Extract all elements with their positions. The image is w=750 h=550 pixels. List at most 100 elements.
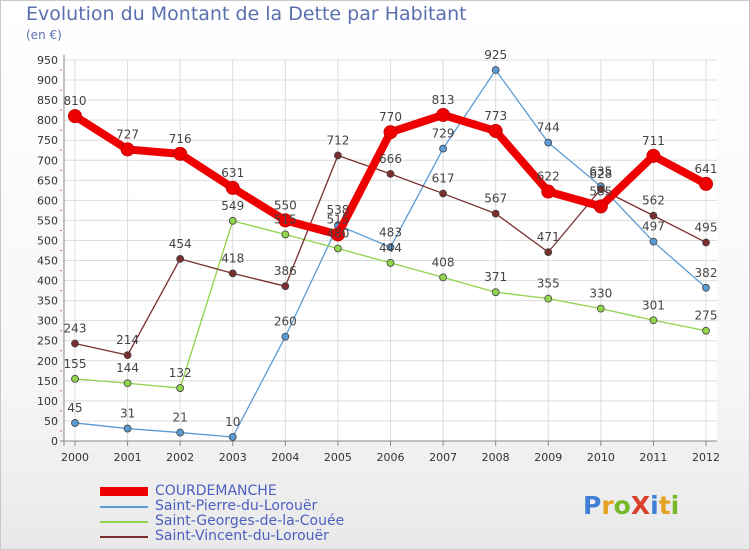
data-label: 418 — [221, 251, 244, 265]
proxiti-logo: ProXiti — [583, 491, 679, 520]
data-point — [541, 184, 556, 199]
data-point — [386, 243, 395, 252]
data-label: 666 — [379, 152, 402, 166]
data-point — [278, 213, 293, 228]
data-label: 549 — [221, 199, 244, 213]
data-point — [436, 107, 451, 122]
data-point — [439, 144, 447, 153]
data-point — [646, 148, 661, 163]
data-label: 813 — [432, 93, 455, 107]
data-point — [593, 199, 608, 214]
x-tick-label: 2002 — [166, 451, 194, 464]
x-tick-label: 2010 — [587, 451, 615, 464]
data-point — [173, 146, 188, 161]
data-label: 132 — [169, 366, 192, 380]
x-tick-label: 2008 — [482, 451, 510, 464]
data-label: 260 — [274, 315, 297, 329]
data-point — [649, 211, 658, 220]
legend-swatch — [100, 505, 148, 508]
data-point — [71, 339, 79, 348]
data-point — [71, 374, 79, 383]
data-point — [228, 269, 237, 278]
data-point — [702, 326, 710, 335]
data-point — [596, 304, 605, 313]
data-label: 454 — [169, 237, 192, 251]
legend-label: Saint-Georges-de-la-Couée — [155, 513, 345, 529]
data-label: 628 — [589, 167, 612, 181]
data-point — [649, 237, 658, 246]
legend-swatch — [100, 520, 148, 523]
data-point — [491, 209, 500, 218]
data-label: 483 — [379, 225, 402, 239]
legend-item: Saint-Vincent-du-Lorouër — [100, 529, 344, 544]
data-point — [228, 433, 237, 441]
data-label: 585 — [589, 184, 612, 198]
series-group — [68, 66, 713, 441]
legend: COURDEMANCHE Saint-Pierre-du-Lorouër Saint… — [100, 484, 344, 544]
data-label: 617 — [432, 172, 455, 186]
data-point — [225, 180, 240, 195]
data-label: 21 — [173, 411, 188, 425]
x-tick-label: 2011 — [639, 451, 667, 464]
y-tick-label: 200 — [37, 355, 58, 368]
data-label: 330 — [589, 287, 612, 301]
x-tick-label: 2001 — [114, 451, 142, 464]
data-label: 773 — [484, 109, 507, 123]
y-tick-label: 600 — [37, 194, 58, 207]
data-point — [71, 419, 79, 427]
x-tick-label: 2003 — [219, 451, 247, 464]
logo-letter: P — [583, 491, 602, 520]
data-label: 770 — [379, 110, 402, 124]
data-label: 515 — [274, 212, 297, 226]
data-label: 810 — [64, 94, 87, 108]
y-tick-label: 550 — [37, 214, 58, 227]
logo-letter: t — [658, 491, 671, 520]
data-point — [544, 294, 553, 303]
data-label: 925 — [484, 48, 507, 62]
data-label: 275 — [695, 309, 718, 323]
data-label: 45 — [67, 401, 82, 415]
y-tick-label: 0 — [51, 435, 58, 448]
data-label: 562 — [642, 194, 665, 208]
y-tick-label: 700 — [37, 154, 58, 167]
data-point — [491, 66, 500, 74]
data-label: 712 — [326, 133, 349, 147]
legend-item: Saint-Pierre-du-Lorouër — [100, 499, 344, 514]
data-point — [68, 109, 82, 124]
legend-swatch — [100, 535, 148, 538]
y-tick-label: 500 — [37, 234, 58, 247]
y-tick-label: 150 — [37, 375, 58, 388]
y-tick-label: 350 — [37, 295, 58, 308]
data-point — [123, 424, 132, 433]
y-tick-label: 850 — [37, 94, 58, 107]
logo-letter: i — [650, 491, 659, 520]
data-point — [544, 138, 553, 147]
chart-title: Evolution du Montant de la Dette par Hab… — [26, 3, 467, 25]
y-tick-label: 300 — [37, 315, 58, 328]
x-tick-label: 2012 — [692, 451, 720, 464]
data-label: 301 — [642, 298, 665, 312]
data-label: 641 — [695, 162, 718, 176]
data-point — [488, 123, 503, 138]
data-point — [330, 227, 345, 242]
data-label: 550 — [274, 198, 297, 212]
legend-item: COURDEMANCHE — [100, 484, 344, 499]
data-label: 471 — [537, 230, 560, 244]
data-label: 444 — [379, 241, 402, 255]
data-label: 371 — [484, 270, 507, 284]
legend-swatch — [100, 487, 148, 496]
data-label: 144 — [116, 361, 139, 375]
data-point — [544, 248, 553, 257]
data-point — [176, 428, 185, 437]
logo-letter: r — [601, 491, 614, 520]
x-tick-label: 2007 — [429, 451, 457, 464]
data-point — [649, 316, 658, 325]
data-point — [281, 230, 290, 239]
data-label: 243 — [64, 322, 87, 336]
logo-letter: X — [630, 491, 651, 520]
data-point — [439, 273, 447, 282]
y-tick-labels: 0 50 100 150 200 250 300 350 400 450 500 550 600 650 7… — [37, 54, 58, 448]
logo-letter: o — [613, 491, 631, 520]
